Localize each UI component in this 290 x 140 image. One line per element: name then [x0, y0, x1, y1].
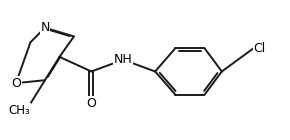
- Text: NH: NH: [114, 53, 133, 66]
- Text: O: O: [86, 97, 96, 110]
- Text: N: N: [40, 21, 50, 34]
- Text: O: O: [11, 77, 21, 90]
- Text: Cl: Cl: [254, 42, 266, 55]
- Text: CH₃: CH₃: [9, 104, 30, 116]
